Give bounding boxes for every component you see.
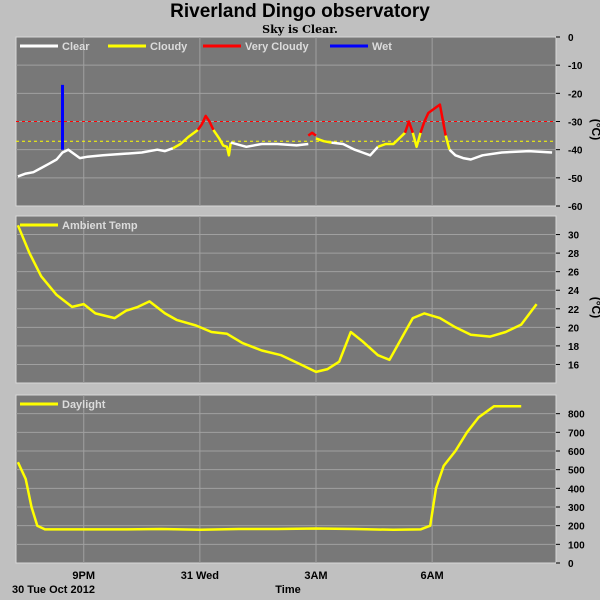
legend-label: Wet xyxy=(372,41,392,53)
y-axis-unit: (°C) xyxy=(589,119,600,140)
y-tick-label: 30 xyxy=(568,231,580,242)
y-tick-label: -20 xyxy=(568,89,583,100)
series-clear xyxy=(448,148,553,161)
legend-label: Ambient Temp xyxy=(62,220,138,232)
y-tick-label: 26 xyxy=(568,268,580,279)
y-tick-label: -10 xyxy=(568,61,583,72)
y-tick-label: -40 xyxy=(568,146,583,157)
y-tick-label: 18 xyxy=(568,342,580,353)
series-cloudy xyxy=(315,137,332,144)
y-axis-unit: (°C) xyxy=(589,297,600,318)
x-tick-label: 9PM xyxy=(72,570,95,582)
y-tick-label: 600 xyxy=(568,447,585,458)
x-tick-label: 31 Wed xyxy=(181,570,219,582)
series-cloudy xyxy=(444,135,451,151)
y-tick-label: 100 xyxy=(568,540,585,551)
y-tick-label: 800 xyxy=(568,410,585,421)
y-tick-label: 28 xyxy=(568,249,580,260)
series-clear xyxy=(17,147,174,178)
legend-label: Very Cloudy xyxy=(245,41,309,53)
series-very-cloudy xyxy=(307,131,317,137)
y-tick-label: 400 xyxy=(568,484,585,495)
series-ambient-temp xyxy=(16,224,538,374)
x-tick-label: 3AM xyxy=(304,570,327,582)
y-tick-label: 200 xyxy=(568,522,585,533)
series-cloudy xyxy=(377,131,406,148)
series-very-cloudy xyxy=(419,103,447,136)
series-clear xyxy=(230,141,309,149)
legend-label: Daylight xyxy=(62,399,106,411)
y-tick-label: 0 xyxy=(568,33,574,44)
y-tick-label: -60 xyxy=(568,202,583,213)
series-cloudy xyxy=(172,128,199,150)
legend-label: Clear xyxy=(62,41,90,53)
series-cloudy xyxy=(212,129,233,157)
y-tick-label: 500 xyxy=(568,466,585,477)
series-clear xyxy=(331,141,379,157)
date-label: 30 Tue Oct 2012 xyxy=(12,584,95,596)
y-tick-label: 22 xyxy=(568,305,580,316)
x-tick-label: 6AM xyxy=(421,570,444,582)
legend-label: Cloudy xyxy=(150,41,188,53)
y-tick-label: 0 xyxy=(568,559,574,570)
panel-daylight xyxy=(15,394,557,564)
y-tick-label: 20 xyxy=(568,323,580,334)
chart-title: Riverland Dingo observatory xyxy=(170,1,430,22)
y-tick-label: 300 xyxy=(568,503,585,514)
series-very-cloudy xyxy=(196,114,215,131)
series-cloudy xyxy=(411,132,422,149)
panels: 0 -10 -20 -30 -40 -50 -60 (°C) Clear Cloudy Very C… xyxy=(15,33,600,582)
sky-status: Sky is Clear. xyxy=(262,23,338,36)
panel-ambient xyxy=(15,215,557,384)
y-tick-label: -50 xyxy=(568,174,583,185)
x-axis-title: Time xyxy=(275,584,300,596)
y-tick-label: 24 xyxy=(568,286,580,297)
series-very-cloudy xyxy=(403,120,414,134)
y-tick-label: -30 xyxy=(568,118,583,129)
y-tick-label: 16 xyxy=(568,360,580,371)
series-daylight xyxy=(16,404,522,532)
y-tick-label: 700 xyxy=(568,428,585,439)
